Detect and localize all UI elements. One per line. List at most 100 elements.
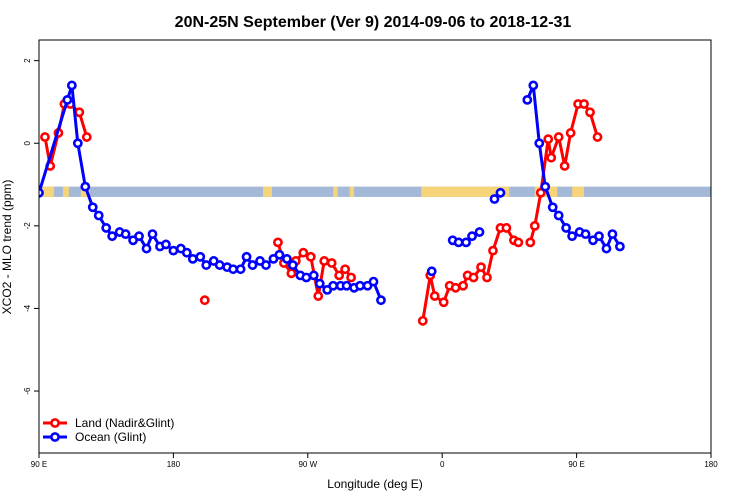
ocean-data-point [241, 251, 252, 262]
legend-ocean-label: Ocean (Glint) [75, 430, 146, 444]
ocean-data-point [107, 231, 118, 242]
ocean-band [39, 186, 711, 197]
ocean-data-point [66, 80, 77, 91]
ocean-data-point [355, 280, 365, 291]
ocean-data-point [80, 181, 91, 192]
ocean-data-point [314, 278, 325, 289]
land-data-point [565, 128, 576, 138]
ocean-data-point [580, 229, 591, 240]
x-axis-label: Longitude (deg E) [327, 477, 422, 491]
ocean-data-point [62, 94, 73, 105]
land-data-point [340, 264, 351, 275]
ocean-data-point [341, 280, 352, 291]
ocean-data-point [528, 80, 539, 91]
x-axis: 90 E 180 90 W 0 90 E 180 [31, 453, 718, 469]
land-segment [333, 186, 338, 197]
ocean-data-point [141, 243, 152, 254]
ocean-data-point [547, 202, 558, 213]
chart-title: 20N-25N September (Ver 9) 2014-09-06 to … [175, 14, 572, 31]
ocean-data-point [120, 229, 131, 240]
land-data-point [535, 187, 546, 198]
legend-ocean-marker [50, 432, 60, 442]
land-data-point [74, 107, 85, 118]
y-axis: 2 0 -2 -4 -6 [23, 58, 39, 395]
ocean-data-point [489, 194, 500, 204]
land-segment [41, 186, 54, 197]
x-tick-label: 90 E [568, 460, 584, 469]
land-data-point [543, 134, 554, 145]
land-data-point [334, 270, 345, 281]
ocean-data-point [101, 223, 112, 233]
ocean-data-point [181, 247, 192, 258]
land-segment [62, 186, 69, 197]
y-tick-label: -6 [23, 387, 32, 395]
land-segment [263, 186, 272, 197]
land-data-point [305, 251, 316, 262]
y-tick-label: 2 [23, 58, 32, 63]
ocean-data-point [168, 245, 179, 256]
legend-land-marker [50, 418, 60, 428]
ocean-data-point [467, 231, 477, 242]
land-data-point [585, 107, 595, 118]
ocean-data-point [201, 260, 212, 270]
ocean-data-point [228, 264, 239, 275]
ocean-data-point [261, 260, 271, 270]
y-tick-label: 0 [23, 140, 32, 145]
land-data-point [40, 132, 50, 142]
land-data-point [546, 152, 557, 163]
x-tick-label: 180 [167, 460, 181, 469]
x-tick-label: 90 E [31, 460, 47, 469]
x-tick-label: 180 [704, 460, 718, 469]
y-tick-label: -4 [23, 304, 32, 312]
land-data-point [476, 262, 486, 273]
y-tick-label: -2 [23, 222, 32, 230]
land-data-point [298, 247, 309, 258]
land-data-point [553, 132, 564, 142]
y-axis-label: XCO2 - MLO trend (ppm) [0, 180, 14, 315]
ocean-data-point [567, 231, 578, 242]
ocean-series-line [525, 83, 622, 251]
ocean-data-point [495, 187, 506, 198]
land-data-point [326, 258, 337, 268]
land-data-point [592, 132, 603, 142]
ocean-data-point [534, 138, 545, 149]
land-data-point [529, 220, 540, 231]
ocean-data-point [301, 272, 312, 283]
ocean-data-point [134, 231, 144, 242]
land-data-point [559, 161, 570, 171]
land-segment [572, 186, 585, 197]
land-data-point [488, 245, 498, 256]
ocean-data-point [607, 229, 618, 240]
land-segment [421, 186, 510, 197]
ocean-data-point [147, 229, 158, 240]
ocean-data-point [87, 202, 98, 213]
ocean-data-point [287, 260, 298, 270]
land-data-point [199, 295, 210, 306]
ocean-data-point [461, 237, 471, 248]
land-data-point [313, 291, 324, 301]
ocean-data-point [247, 260, 258, 270]
ocean-data-point [368, 276, 379, 287]
ocean-data-point [474, 227, 485, 237]
ocean-data-point [235, 264, 246, 275]
land-mask-band [39, 186, 711, 197]
ocean-data-point [161, 239, 171, 250]
ocean-data-point [187, 253, 198, 264]
ocean-data-point [426, 266, 437, 277]
ocean-data-point [274, 249, 285, 260]
land-data-point [346, 272, 357, 283]
land-segment [80, 186, 90, 197]
plot-frame [38, 39, 712, 454]
ocean-data-point [561, 223, 572, 233]
ocean-data-point [214, 260, 225, 270]
ocean-data-point [328, 280, 339, 291]
ocean-data-point [195, 251, 206, 262]
ocean-data-point [376, 295, 386, 306]
ocean-data-point [615, 241, 625, 252]
land-data-point [579, 99, 589, 109]
legend-land-label: Land (Nadir&Glint) [75, 416, 174, 430]
ocean-data-point [553, 210, 564, 221]
legend: Land (Nadir&Glint)Ocean (Glint) [43, 416, 174, 444]
ocean-data-point [281, 253, 292, 264]
